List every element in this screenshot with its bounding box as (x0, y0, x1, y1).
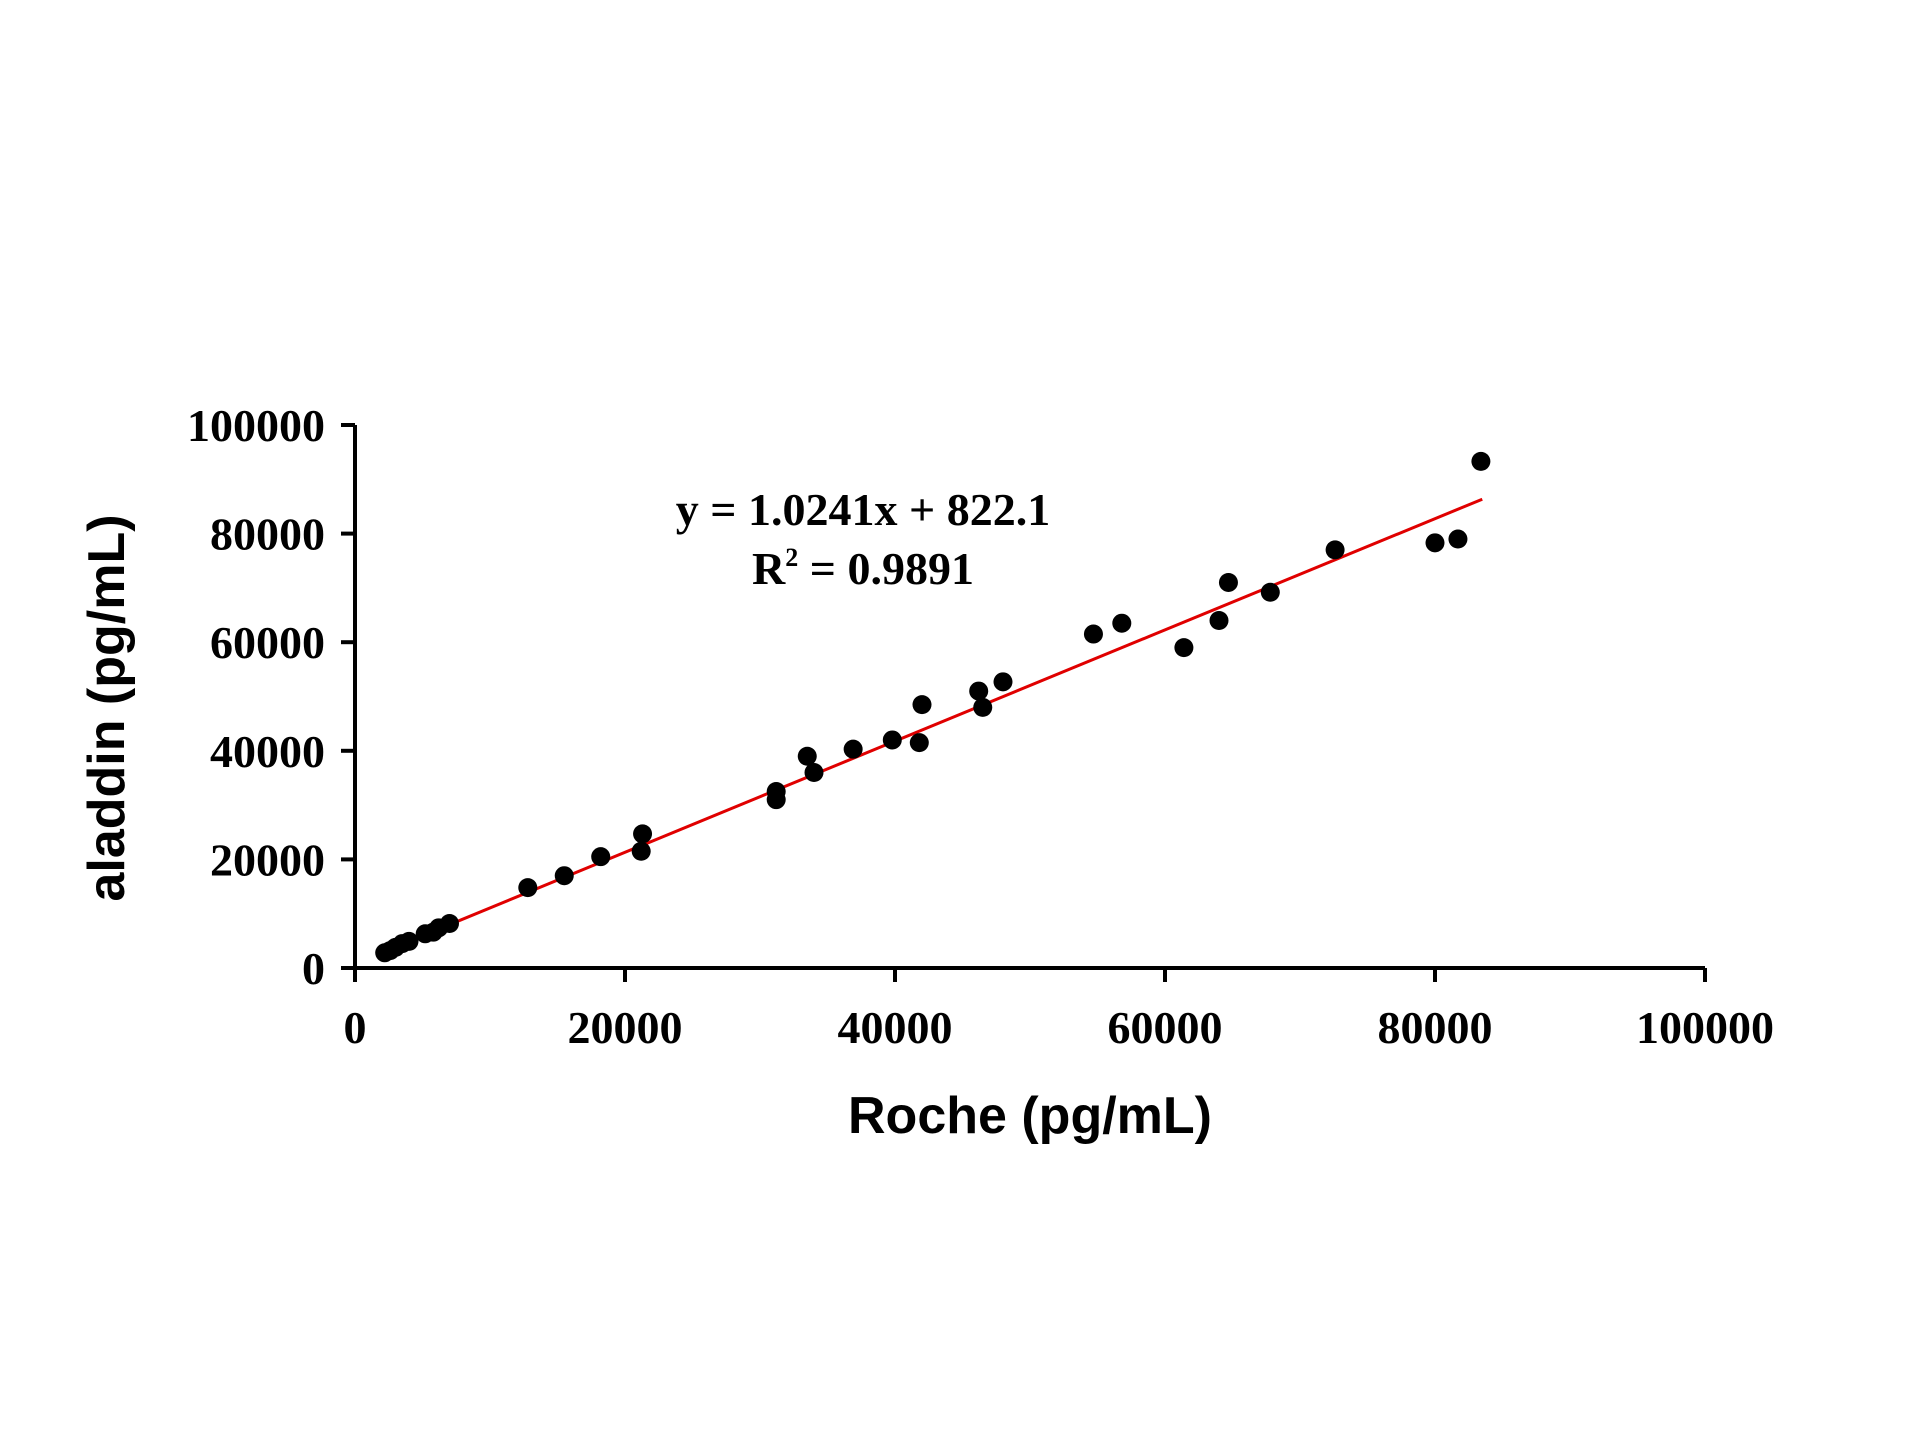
data-point (1174, 638, 1194, 658)
r-squared-annotation: R2 = 0.9891 (752, 543, 974, 594)
data-point (766, 782, 786, 802)
data-point (633, 824, 653, 844)
data-point (993, 672, 1013, 692)
x-tick-label: 60000 (1108, 1002, 1223, 1053)
y-tick-label: 80000 (210, 509, 325, 560)
data-point (973, 697, 993, 717)
data-point (882, 730, 902, 750)
data-point (1209, 610, 1229, 630)
x-tick-label: 40000 (838, 1002, 953, 1053)
x-tick-label: 0 (344, 1002, 367, 1053)
y-tick-label: 100000 (187, 400, 325, 451)
y-ticks: 0 20000 40000 60000 80000 100000 (187, 400, 355, 994)
data-point (1083, 624, 1103, 644)
data-point (1425, 533, 1445, 553)
data-point (518, 878, 538, 898)
y-tick-label: 40000 (210, 726, 325, 777)
x-axis-title: Roche (pg/mL) (848, 1087, 1212, 1145)
axes-layer (353, 425, 1705, 970)
data-point (969, 681, 989, 701)
data-point (1112, 613, 1132, 633)
y-tick-label: 0 (302, 943, 325, 994)
x-tick-label: 100000 (1636, 1002, 1774, 1053)
data-point (1448, 529, 1468, 549)
y-axis-title: aladdin (pg/mL) (78, 514, 136, 901)
x-tick-label: 80000 (1378, 1002, 1493, 1053)
data-point (912, 695, 932, 715)
data-point (843, 739, 863, 759)
data-point (1471, 451, 1491, 471)
r-squared-superscript: 2 (785, 543, 798, 572)
data-point (804, 763, 824, 783)
r-squared-value: = 0.9891 (798, 543, 974, 594)
data-point (399, 931, 419, 951)
regression-equation: y = 1.0241x + 822.1 (676, 484, 1050, 535)
x-tick-label: 20000 (568, 1002, 683, 1053)
x-ticks: 0 20000 40000 60000 80000 100000 (344, 968, 1774, 1053)
r-squared-prefix: R (752, 543, 786, 594)
data-point (591, 847, 611, 867)
data-point (440, 913, 459, 933)
y-tick-label: 20000 (210, 834, 325, 885)
data-point (1325, 540, 1345, 560)
points-layer (375, 451, 1491, 963)
y-tick-label: 60000 (210, 617, 325, 668)
data-point (1218, 572, 1238, 592)
data-point (554, 866, 574, 886)
data-point (909, 733, 929, 753)
data-point (631, 841, 651, 861)
data-point (797, 746, 817, 766)
data-point (1260, 582, 1280, 602)
